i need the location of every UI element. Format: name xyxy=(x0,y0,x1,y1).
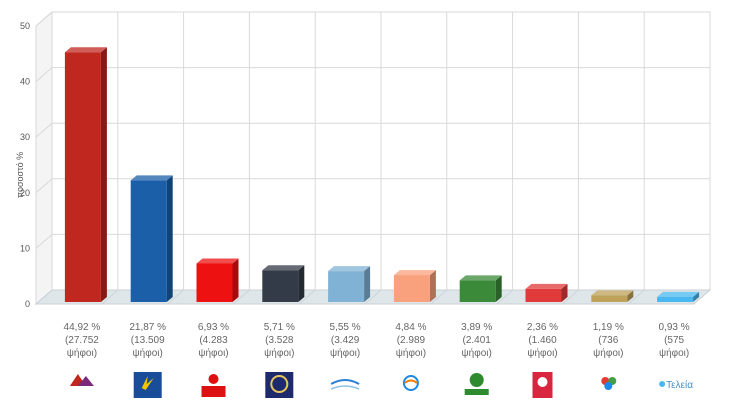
data-label: (575 xyxy=(664,335,684,346)
bar xyxy=(196,258,239,302)
gridline-side xyxy=(35,178,53,194)
bar-front xyxy=(525,288,562,302)
chart-side-wall xyxy=(35,10,53,306)
data-label: 5,55 % xyxy=(330,322,361,333)
bar-front xyxy=(657,296,694,302)
bar-front xyxy=(459,280,496,302)
chart-bars xyxy=(64,47,700,303)
gridline-side xyxy=(35,11,53,27)
data-label: ψήφοι) xyxy=(593,347,623,359)
gridline-side xyxy=(35,122,53,138)
gridline-floor xyxy=(364,289,382,305)
data-label: 3,89 % xyxy=(461,322,492,333)
data-label: ψήφοι) xyxy=(396,347,426,359)
gridline-floor xyxy=(233,289,250,305)
data-label: 0,93 % xyxy=(659,322,690,333)
data-label: (27.752 xyxy=(65,335,99,346)
data-label: ψήφοι) xyxy=(527,347,557,359)
y-tick-label: 30 xyxy=(20,132,30,142)
bar-front xyxy=(328,271,365,302)
bar-front xyxy=(262,270,299,302)
data-label: ψήφοι) xyxy=(67,347,97,359)
bar xyxy=(591,290,634,302)
y-axis-ticks: 0 10 20 30 40 50 xyxy=(20,21,30,309)
bar xyxy=(64,47,107,303)
data-label: (2.401 xyxy=(463,335,492,346)
bar-front xyxy=(591,295,628,302)
bar xyxy=(525,283,568,302)
y-tick-label: 0 xyxy=(25,299,30,309)
y-tick-label: 40 xyxy=(20,77,30,87)
data-label: 2,36 % xyxy=(527,322,558,333)
bar xyxy=(130,175,173,302)
nd-logo xyxy=(133,372,162,398)
data-label: (2.989 xyxy=(397,335,426,346)
data-label: (736 xyxy=(598,335,618,346)
bar-front xyxy=(196,263,233,302)
data-label: (4.283 xyxy=(199,335,228,346)
bar-front xyxy=(64,52,101,303)
gridline-floor xyxy=(298,289,316,305)
bar xyxy=(657,291,700,302)
gridline-side xyxy=(35,67,53,82)
data-label: 1,19 % xyxy=(593,322,624,333)
y-tick-label: 10 xyxy=(20,243,30,253)
data-label: 21,87 % xyxy=(129,322,166,333)
data-label: 44,92 % xyxy=(64,322,101,333)
gridline-floor xyxy=(562,289,579,305)
anel-logo xyxy=(330,379,360,390)
data-label: (3.429 xyxy=(331,335,360,346)
data-label: ψήφοι) xyxy=(133,347,163,359)
data-label: 4,84 % xyxy=(395,322,426,333)
data-label: ψήφοι) xyxy=(462,347,492,359)
golden-dawn-logo xyxy=(265,372,294,398)
syriza-logo xyxy=(67,372,96,388)
data-label: ψήφοι) xyxy=(659,347,689,359)
data-label: ψήφοι) xyxy=(330,347,360,359)
bar xyxy=(262,265,305,302)
potami-logo xyxy=(402,375,419,391)
enosi-kentroon-logo xyxy=(601,377,617,390)
data-label: ψήφοι) xyxy=(198,347,228,359)
kke-logo xyxy=(199,372,228,398)
y-axis-title: ποσοστό % xyxy=(15,152,25,198)
svg-text:Τελεία: Τελεία xyxy=(666,379,693,391)
gridline-floor xyxy=(101,289,119,305)
pasok-logo xyxy=(464,373,489,395)
data-label: 5,71 % xyxy=(264,322,295,333)
bar xyxy=(459,275,502,302)
y-tick-label: 20 xyxy=(20,188,30,198)
gridline-floor xyxy=(430,289,448,305)
bar-front xyxy=(393,275,430,302)
kinima-logo xyxy=(532,372,553,398)
data-label: (1.460 xyxy=(528,335,557,346)
data-label: ψήφοι) xyxy=(264,347,294,359)
gridline-side xyxy=(35,234,53,249)
gridline-floor xyxy=(167,289,184,305)
bar xyxy=(393,270,436,302)
party-logos: Τελεία xyxy=(67,372,693,398)
gridline-floor xyxy=(627,289,645,305)
gridline-floor xyxy=(496,289,513,305)
y-tick-label: 50 xyxy=(20,21,30,31)
bar-front xyxy=(130,180,167,302)
bar xyxy=(328,266,371,302)
data-label: (3.528 xyxy=(265,335,294,346)
teleia-logo: Τελεία xyxy=(659,379,693,391)
data-label: (13.509 xyxy=(131,335,165,346)
data-label: 6,93 % xyxy=(198,322,229,333)
